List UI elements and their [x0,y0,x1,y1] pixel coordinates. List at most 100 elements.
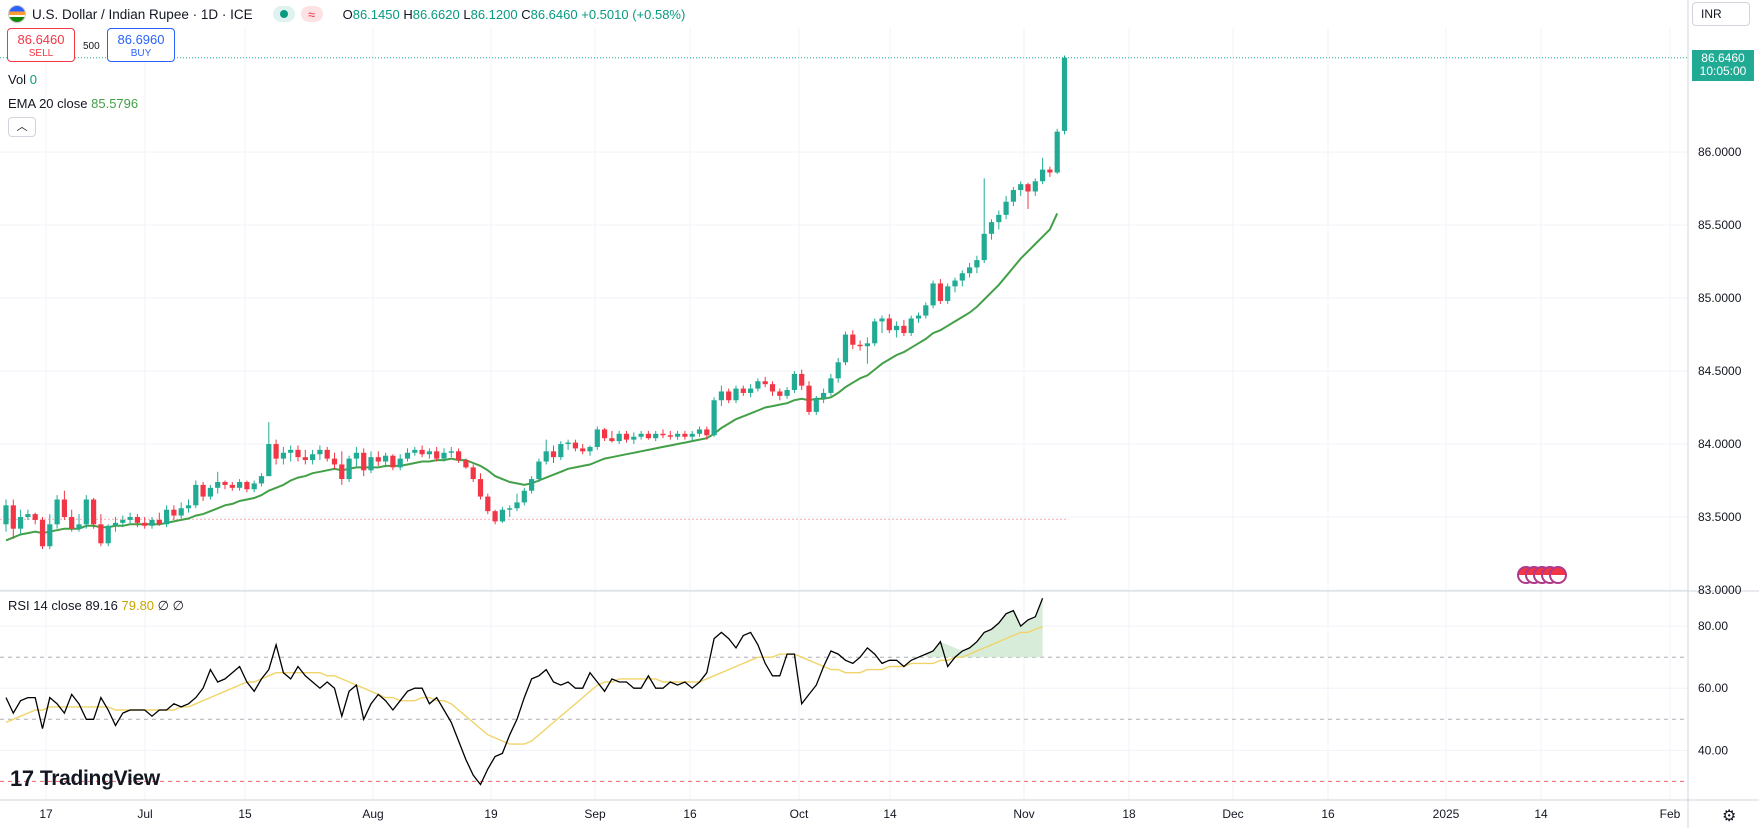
candle-body [91,499,97,525]
candle [1010,187,1016,207]
gear-icon[interactable]: ⚙ [1722,808,1737,825]
candle [280,446,286,465]
candle-body [565,442,571,445]
candle-body [412,449,418,453]
symbol-title[interactable]: U.S. Dollar / Indian Rupee · 1D · ICE [32,6,253,22]
candle-body [718,391,724,401]
order-quantity[interactable]: 500 [83,41,100,52]
candle [864,337,870,364]
candle [3,499,9,532]
candle-body [631,436,637,440]
collapse-legend-chevron-up-icon[interactable]: ︿ [8,117,36,137]
candle [54,495,60,529]
candle [748,384,754,398]
market-status-dot-icon[interactable] [272,6,295,22]
buy-price: 86.6960 [117,32,165,47]
candle [894,321,900,338]
bar-countdown: 10:05:00 [1699,64,1747,78]
candle [1032,178,1038,196]
candle [609,430,615,443]
candle-body [777,391,783,396]
time-tick-label: Feb [1660,807,1681,821]
price-axis[interactable]: 83.0000 83.5000 84.0000 84.5000 85.0000 85.50… [1698,145,1742,757]
candle-body [193,484,199,506]
volume-legend[interactable]: Vol 0 [8,72,37,87]
candle-body [149,519,155,526]
candle [711,397,717,437]
currency-selector[interactable]: INR [1692,2,1750,26]
candle-body [441,452,447,459]
candle-body [974,260,980,268]
candle-body [602,429,608,439]
candle [996,210,1002,230]
candle [857,340,863,351]
candle-body [18,517,24,529]
ema-legend[interactable]: EMA 20 close 85.5796 [8,96,139,111]
candle-body [404,452,411,459]
candle [543,439,549,465]
candle-body [667,435,673,437]
sell-button[interactable]: 86.6460 SELL [7,28,75,62]
event-flag-icon[interactable] [1549,566,1567,584]
candle-body [288,449,294,453]
rsi-legend[interactable]: RSI 14 close 89.16 79.80 ∅ ∅ [8,598,184,613]
candle-body [996,214,1002,223]
candle [777,388,783,401]
candle [886,314,892,334]
price-tick-label: 83.5000 [1698,510,1742,524]
candle-body [930,283,936,306]
candle [616,430,622,445]
candle [1003,195,1009,220]
candle-body [251,483,257,490]
candle-body [10,505,16,529]
candle-body [835,362,841,379]
candle-body [689,433,695,437]
candle-body [134,517,140,523]
events-flag-icon[interactable] [1517,566,1567,584]
candle-body [1040,169,1046,182]
candle-body [3,505,9,525]
candle-body [529,479,535,491]
candle [32,512,38,525]
candle [207,484,213,500]
candle-body [842,334,849,363]
candle-body [368,457,374,471]
rsi-overbought-fill [925,598,1043,658]
candle [806,381,812,415]
candle-body [142,522,148,526]
price-tick-label: 84.5000 [1698,364,1742,378]
wave-icon[interactable]: ≈ [300,6,323,22]
candle [587,445,593,456]
candle [718,385,724,407]
candle [251,480,257,493]
candle-body [1047,169,1053,173]
candle-body [1054,131,1060,173]
candle-body [353,452,359,459]
time-tick-label: 18 [1122,807,1136,821]
candle-body [25,514,31,518]
candle [412,446,418,456]
rsi-bands [0,656,1688,782]
candle-series[interactable] [3,55,1068,550]
candle [441,448,447,462]
candle [930,280,936,309]
time-axis[interactable]: 17 Jul 15 Aug 19 Sep 16 Oct 14 Nov 18 Dec 16 2025 14 Fe… [39,807,1680,821]
candle [149,517,155,529]
candle-body [536,461,542,480]
candle [83,495,89,529]
candle [660,429,666,439]
candle-body [83,499,89,525]
candle [383,452,389,468]
tradingview-logo[interactable]: 17 TradingView [10,766,160,792]
candle-body [623,433,630,440]
candle [91,498,97,529]
candle-body [857,344,863,347]
candle [39,517,46,550]
candle [769,381,776,396]
buy-button[interactable]: 86.6960 BUY [107,28,175,62]
candle [302,449,308,465]
candle-body [499,509,505,522]
candle-body [660,433,666,436]
candle-body [609,438,615,442]
